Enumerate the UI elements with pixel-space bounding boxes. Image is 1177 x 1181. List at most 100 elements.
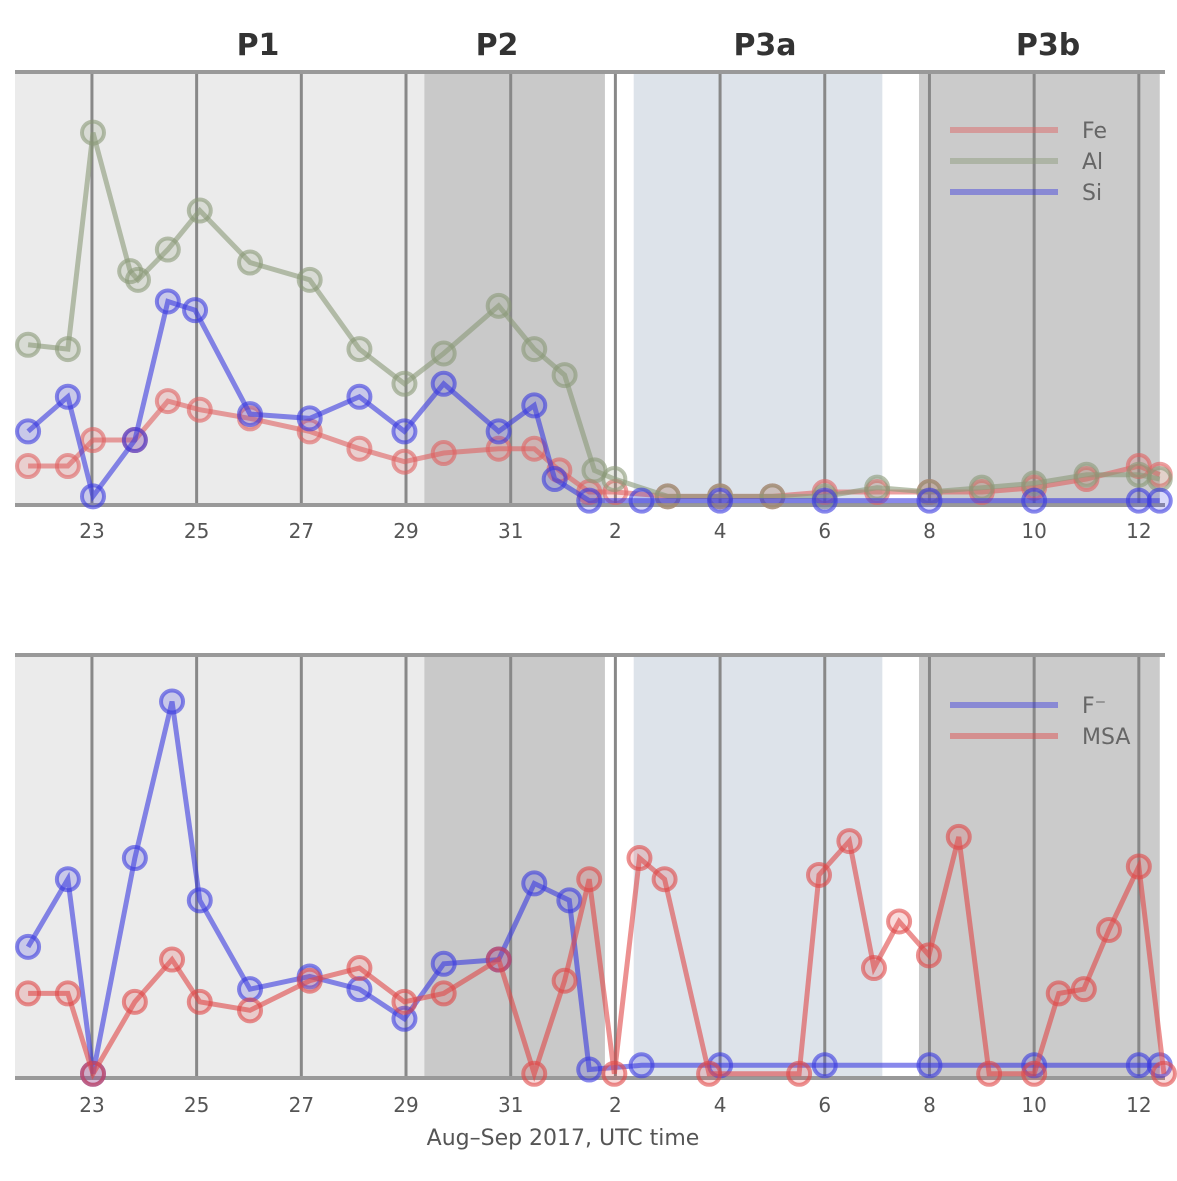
- data-point: [430, 950, 457, 977]
- data-point: [786, 1060, 813, 1087]
- x-tick-label: 2: [609, 519, 622, 543]
- data-point: [430, 980, 457, 1007]
- x-tick-label: 10: [1021, 1093, 1046, 1117]
- x-axis-label: Aug–Sep 2017, UTC time: [427, 1126, 700, 1151]
- data-point: [79, 1060, 106, 1087]
- x-tick-label: 4: [714, 519, 727, 543]
- period-band-p3a: [633, 72, 883, 505]
- data-point: [485, 292, 512, 319]
- x-tick-label: 8: [923, 1093, 936, 1117]
- data-point: [576, 1056, 603, 1083]
- data-point: [628, 487, 655, 514]
- data-point: [154, 236, 181, 263]
- data-point: [696, 1060, 723, 1087]
- data-point: [346, 955, 373, 982]
- data-point: [430, 340, 457, 367]
- legend: F⁻ MSA: [950, 694, 1130, 750]
- x-tick-label: 27: [289, 519, 314, 543]
- series-line: [27, 131, 1161, 499]
- data-point: [15, 453, 42, 480]
- data-point: [1146, 487, 1173, 514]
- data-point: [186, 988, 213, 1015]
- data-point: [521, 392, 548, 419]
- x-tick-label: 12: [1126, 519, 1151, 543]
- period-label-p1: P1: [237, 28, 280, 63]
- data-point: [811, 1052, 838, 1079]
- period-band-p2: [424, 72, 605, 505]
- data-point: [391, 988, 418, 1015]
- x-tick-label: 25: [184, 519, 209, 543]
- data-point: [237, 976, 264, 1003]
- x-tick-label: 31: [498, 519, 523, 543]
- data-point: [159, 946, 186, 973]
- x-tick-label: 23: [79, 1093, 104, 1117]
- data-point: [806, 861, 833, 888]
- data-point: [121, 988, 148, 1015]
- data-point: [296, 266, 323, 293]
- data-point: [1021, 470, 1048, 497]
- data-point: [485, 418, 512, 445]
- data-point: [346, 976, 373, 1003]
- data-point: [346, 435, 373, 462]
- series-Si: [15, 288, 1173, 514]
- data-point: [125, 266, 152, 293]
- data-point: [296, 967, 323, 994]
- legend-label: F⁻: [1082, 694, 1106, 719]
- series-MSA: [15, 823, 1177, 1087]
- data-point: [1045, 980, 1072, 1007]
- data-point: [186, 197, 213, 224]
- data-point: [945, 823, 972, 850]
- data-point: [186, 396, 213, 423]
- data-point: [430, 440, 457, 467]
- data-point: [54, 866, 81, 893]
- data-point: [154, 388, 181, 415]
- series-Al: [15, 119, 1173, 510]
- data-point: [79, 427, 106, 454]
- x-tick-label: 8: [923, 519, 936, 543]
- data-point: [79, 119, 106, 146]
- series-line: [25, 700, 1160, 1075]
- data-point: [1146, 466, 1173, 493]
- data-point: [1125, 853, 1152, 880]
- data-point: [391, 448, 418, 475]
- data-point: [707, 487, 734, 514]
- data-point: [346, 336, 373, 363]
- data-point: [154, 288, 181, 315]
- period-band-p3a: [633, 655, 883, 1078]
- data-point: [576, 866, 603, 893]
- data-point: [1125, 1052, 1152, 1079]
- data-point: [864, 474, 891, 501]
- data-point: [121, 427, 148, 454]
- legend-label: Fe: [1082, 119, 1107, 144]
- panel-f-msa: 23 25 27 29 31 2 4 6 8 10 12 F⁻ MSA: [15, 653, 1177, 1117]
- data-point: [836, 828, 863, 855]
- x-tick-label: 10: [1021, 519, 1046, 543]
- data-point: [54, 453, 81, 480]
- legend: Fe Al Si: [950, 119, 1107, 206]
- data-point: [521, 1060, 548, 1087]
- data-point: [551, 967, 578, 994]
- panel-elements: 23 25 27 29 31 2 4 6 8 10 12 Fe Al Si: [15, 70, 1173, 543]
- data-point: [15, 980, 42, 1007]
- x-tick-label: 29: [393, 1093, 418, 1117]
- data-point: [626, 845, 653, 872]
- data-point: [237, 997, 264, 1024]
- data-point: [811, 487, 838, 514]
- data-point: [54, 383, 81, 410]
- data-point: [601, 466, 628, 493]
- x-tick-label: 25: [184, 1093, 209, 1117]
- x-tick-label: 4: [714, 1093, 727, 1117]
- series-line: [28, 835, 1167, 1082]
- data-point: [541, 466, 568, 493]
- series-line: [26, 298, 1160, 504]
- legend-label: Al: [1082, 150, 1103, 175]
- period-label-p3b: P3b: [1016, 28, 1080, 63]
- data-point: [1095, 916, 1122, 943]
- data-point: [551, 362, 578, 389]
- data-point: [916, 1052, 943, 1079]
- data-point: [628, 1052, 655, 1079]
- data-point: [15, 331, 42, 358]
- data-point: [1073, 461, 1100, 488]
- x-tick-label: 23: [79, 519, 104, 543]
- data-point: [654, 483, 681, 510]
